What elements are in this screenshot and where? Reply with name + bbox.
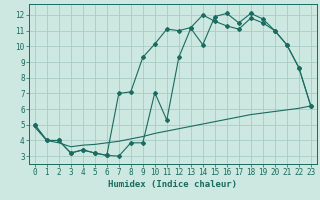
X-axis label: Humidex (Indice chaleur): Humidex (Indice chaleur) [108,180,237,189]
